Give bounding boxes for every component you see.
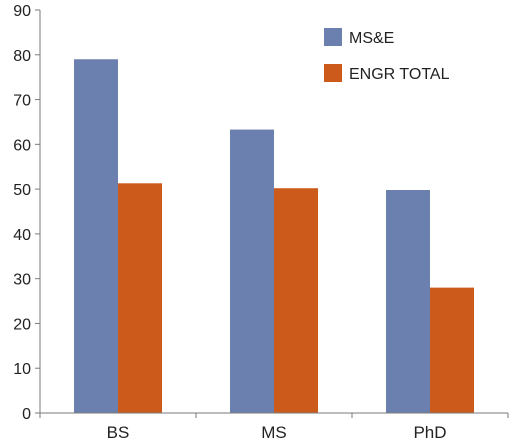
- x-category-label: PhD: [413, 423, 446, 440]
- legend: MS&E ENGR TOTAL: [324, 28, 450, 83]
- bars: [74, 59, 474, 413]
- y-tick-label: 50: [13, 182, 31, 199]
- bar-bs-series-2: [118, 183, 162, 413]
- bar-bs-series-1: [74, 59, 118, 413]
- bar-ms-series-2: [274, 188, 318, 413]
- bar-ms-series-1: [230, 129, 274, 413]
- y-tick-label: 60: [13, 137, 31, 154]
- y-tick-label: 10: [13, 361, 31, 378]
- legend-label: ENGR TOTAL: [349, 66, 450, 83]
- x-category-label: MS: [261, 423, 287, 440]
- y-tick-label: 80: [13, 48, 31, 65]
- legend-label: MS&E: [349, 30, 394, 47]
- bar-phd-series-2: [430, 287, 474, 413]
- x-axis: BS MS PhD: [39, 412, 509, 440]
- y-tick-label: 30: [13, 272, 31, 289]
- legend-swatch: [324, 28, 342, 46]
- y-tick-label: 20: [13, 316, 31, 333]
- y-tick-label: 40: [13, 227, 31, 244]
- legend-swatch: [324, 64, 342, 82]
- x-category-label: BS: [107, 423, 130, 440]
- y-tick-label: 70: [13, 93, 31, 110]
- y-axis: 0 10 20 30 40 50 60 70 80 90: [13, 3, 41, 423]
- bar-phd-series-1: [386, 190, 430, 413]
- y-tick-label: 90: [13, 3, 31, 20]
- y-tick-label: 0: [22, 406, 31, 423]
